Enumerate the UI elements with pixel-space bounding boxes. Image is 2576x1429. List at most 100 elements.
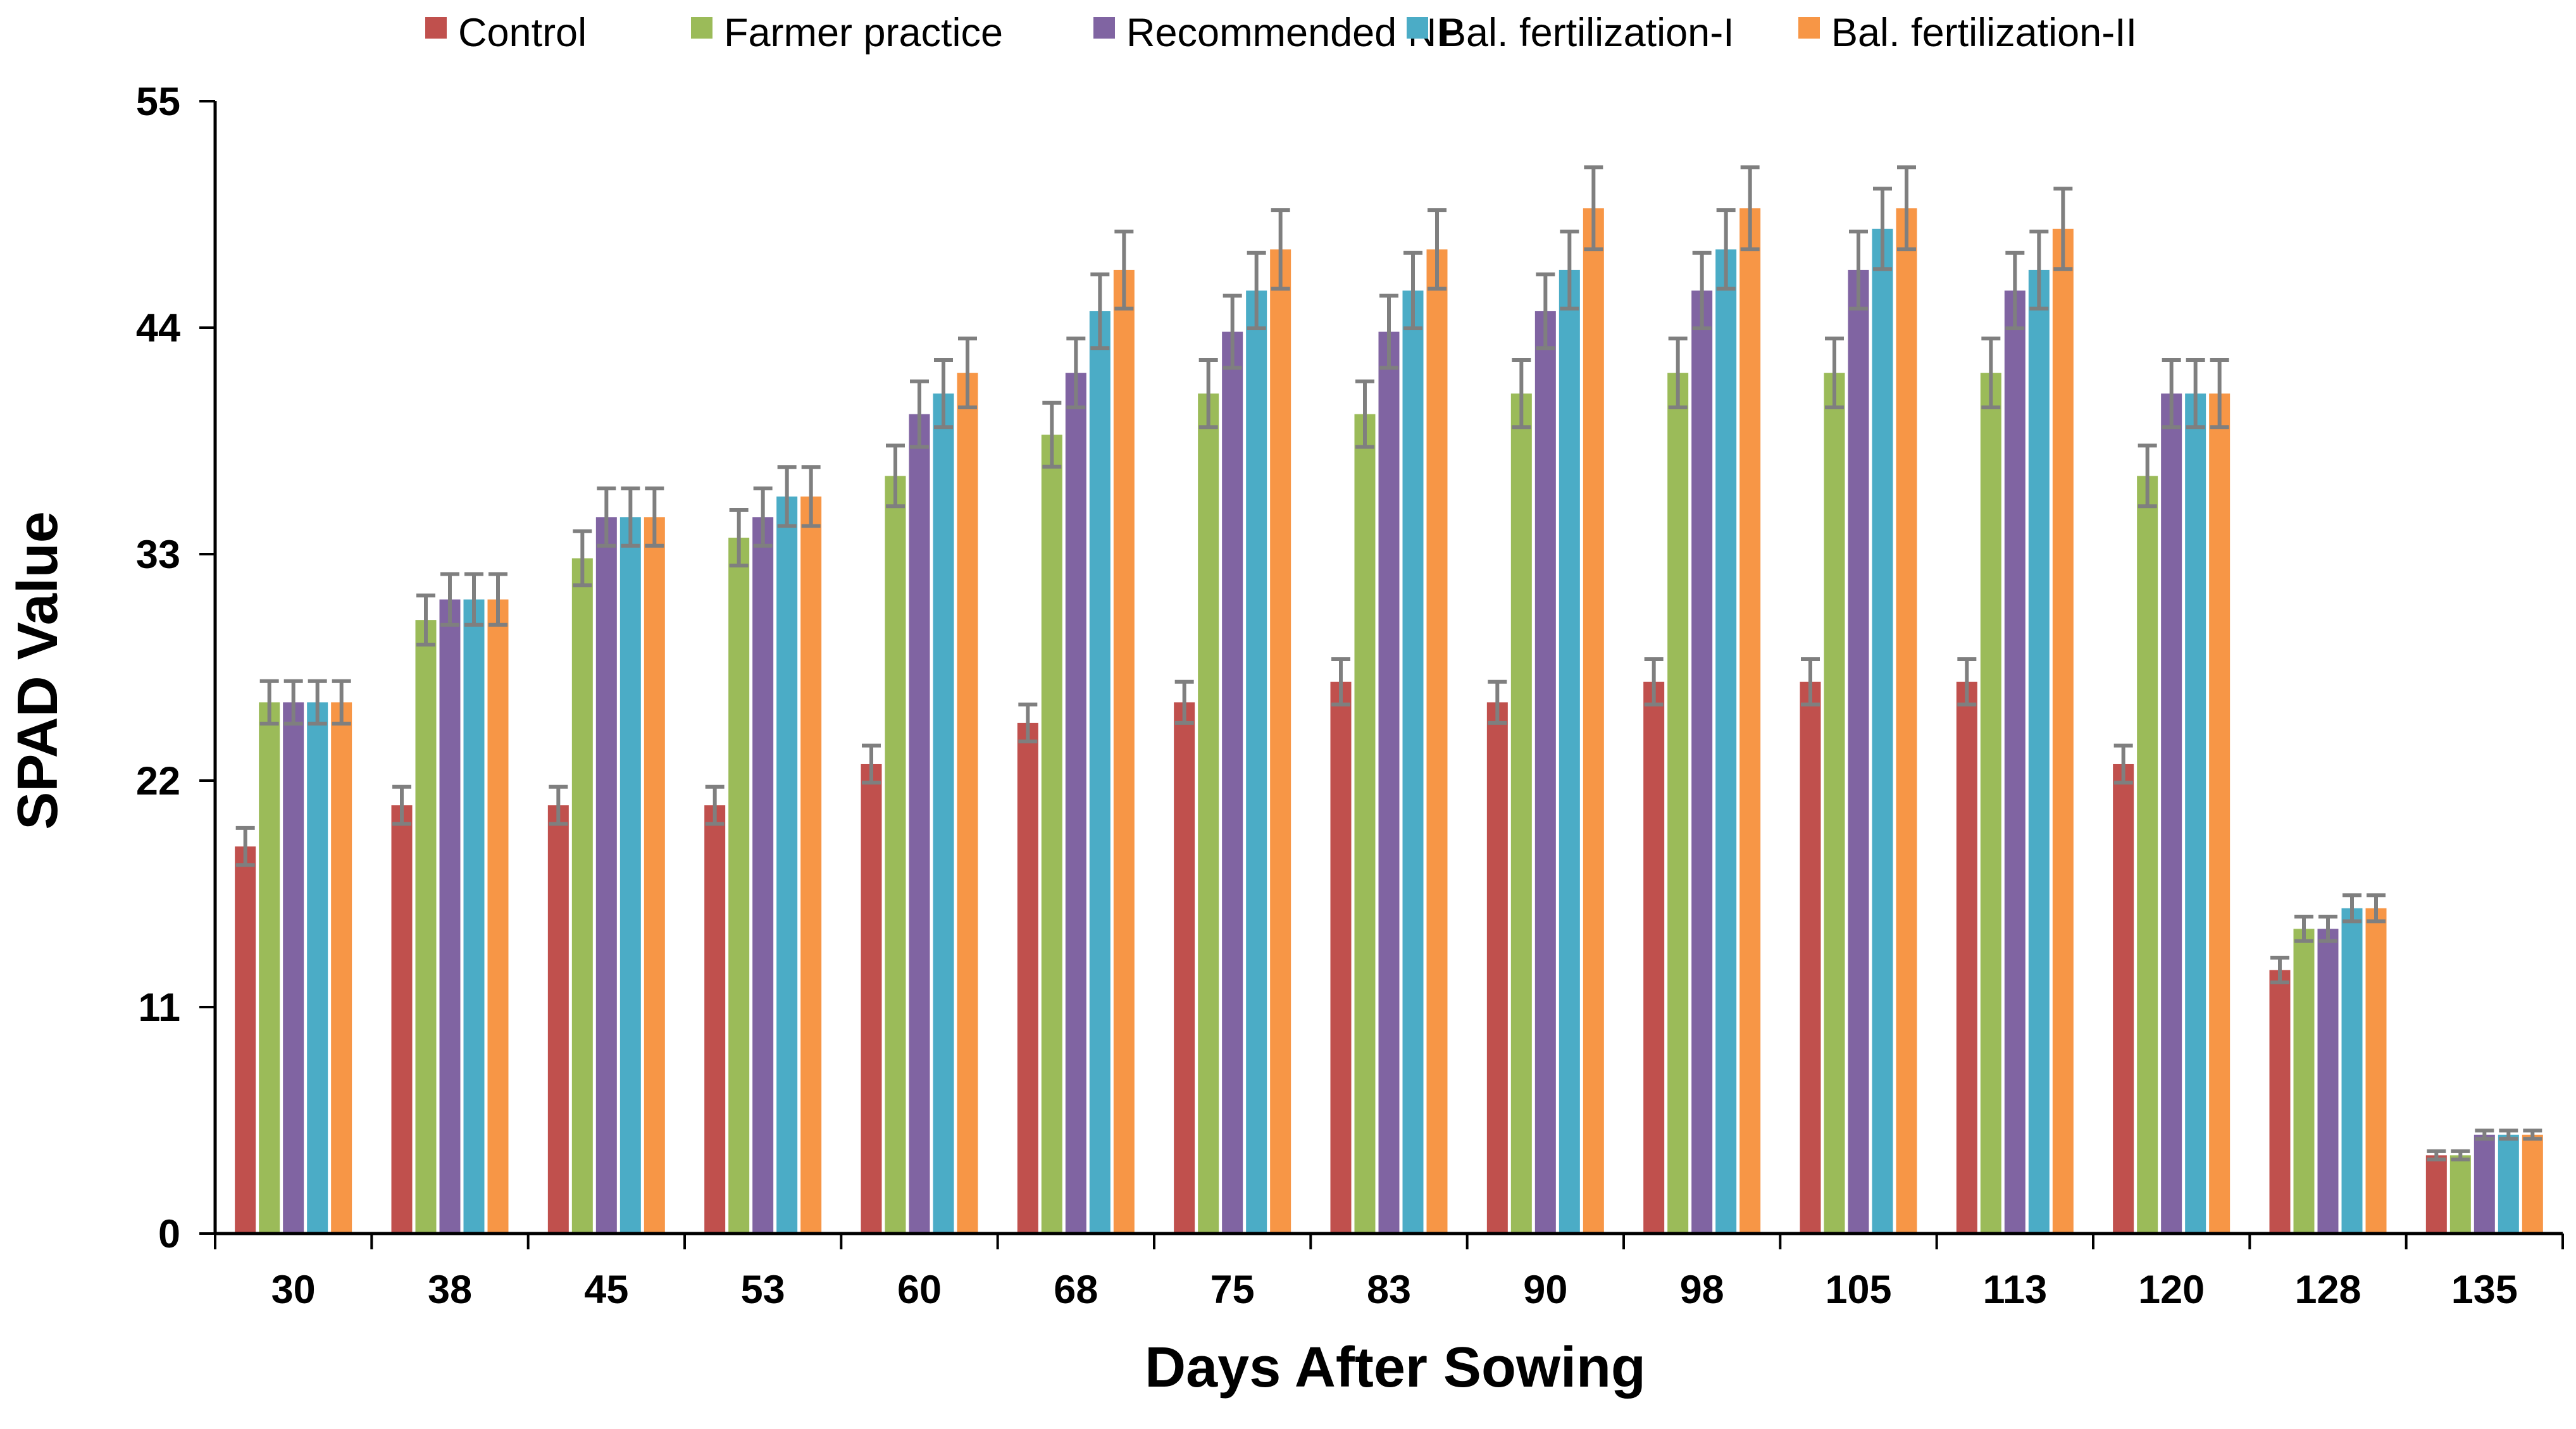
error-bar-farmer-practice-45: [573, 529, 592, 588]
bar-bal-fertilization-i-120: [2185, 393, 2206, 1234]
y-axis-title: SPAD Value: [6, 511, 70, 830]
error-bar-bal-fertilization-i-105: [1873, 187, 1892, 271]
legend-item-control: Control: [425, 11, 587, 55]
bar-farmer-practice-53: [728, 537, 750, 1234]
legend-label: Bal. fertilization-I: [1440, 11, 1734, 55]
bar-farmer-practice-98: [1667, 373, 1689, 1234]
bar-recommended-np-128: [2317, 929, 2339, 1234]
error-bar-recommended-np-68: [1066, 337, 1086, 410]
bar-farmer-practice-30: [259, 702, 280, 1234]
bar-farmer-practice-90: [1510, 393, 1532, 1234]
error-bar-bal-fertilization-i-45: [621, 486, 640, 548]
error-bar-recommended-np-38: [440, 572, 459, 627]
bar-farmer-practice-68: [1041, 435, 1062, 1234]
error-bar-recommended-np-113: [2005, 251, 2025, 331]
error-bar-bal-fertilization-ii-105: [1897, 165, 1916, 252]
error-bar-recommended-np-45: [597, 486, 616, 548]
error-bar-farmer-practice-38: [416, 593, 435, 646]
bar-bal-fertilization-ii-30: [331, 702, 352, 1234]
bar-bal-fertilization-ii-90: [1583, 208, 1604, 1234]
bar-bal-fertilization-ii-38: [487, 599, 509, 1234]
axes: [199, 100, 2564, 1249]
bar-control-53: [704, 805, 726, 1234]
bar-bal-fertilization-ii-98: [1739, 208, 1761, 1234]
error-bar-farmer-practice-135: [2451, 1149, 2470, 1161]
legend-label: Control: [458, 11, 587, 55]
bar-bal-fertilization-i-75: [1246, 290, 1267, 1234]
error-bar-bal-fertilization-i-120: [2186, 358, 2205, 430]
error-bar-recommended-np-128: [2318, 915, 2337, 943]
error-bar-bal-fertilization-ii-60: [958, 337, 977, 410]
legend-swatch: [691, 17, 712, 39]
bar-farmer-practice-105: [1824, 373, 1845, 1234]
error-bar-bal-fertilization-i-128: [2343, 893, 2361, 924]
error-bar-bal-fertilization-i-83: [1403, 251, 1422, 331]
error-bar-control-135: [2427, 1149, 2446, 1161]
error-bars: [235, 165, 2542, 1161]
bar-control-30: [235, 846, 256, 1234]
bar-bal-fertilization-i-90: [1559, 269, 1580, 1234]
bar-bal-fertilization-i-83: [1402, 290, 1424, 1234]
x-tick-label-90: 90: [1523, 1268, 1567, 1312]
bar-control-135: [2425, 1155, 2447, 1234]
error-bar-bal-fertilization-i-90: [1560, 229, 1579, 311]
bar-bal-fertilization-i-128: [2341, 908, 2363, 1234]
bar-control-60: [861, 764, 882, 1234]
bar-bal-fertilization-ii-105: [1896, 208, 1917, 1234]
bar-farmer-practice-135: [2449, 1155, 2471, 1234]
error-bar-recommended-np-30: [283, 679, 303, 726]
error-bar-bal-fertilization-i-30: [308, 679, 327, 726]
bar-bal-fertilization-ii-68: [1113, 269, 1135, 1234]
bar-control-113: [1956, 681, 1977, 1234]
error-bar-bal-fertilization-ii-68: [1114, 229, 1134, 311]
x-tick-label-128: 128: [2294, 1268, 2361, 1312]
x-axis-title: Days After Sowing: [1145, 1336, 1646, 1399]
bar-recommended-np-30: [283, 702, 304, 1234]
bar-bal-fertilization-ii-120: [2209, 393, 2231, 1234]
legend-swatch: [1798, 17, 1820, 39]
error-bar-farmer-practice-30: [259, 679, 279, 726]
error-bar-farmer-practice-98: [1668, 337, 1688, 410]
legend-swatch: [1407, 17, 1428, 39]
bar-recommended-np-120: [2161, 393, 2182, 1234]
legend-swatch: [425, 17, 447, 39]
error-bar-farmer-practice-105: [1825, 337, 1844, 410]
bar-control-90: [1486, 702, 1508, 1234]
bar-recommended-np-38: [439, 599, 461, 1234]
error-bar-bal-fertilization-ii-128: [2367, 893, 2386, 924]
bar-bal-fertilization-i-135: [2498, 1134, 2519, 1234]
y-tick-label-0: 0: [158, 1212, 180, 1256]
error-bar-bal-fertilization-ii-90: [1584, 165, 1603, 252]
legend-label: Farmer practice: [724, 11, 1003, 55]
error-bar-bal-fertilization-ii-83: [1428, 208, 1447, 291]
x-tick-label-83: 83: [1367, 1268, 1411, 1312]
x-tick-label-45: 45: [584, 1268, 628, 1312]
error-bar-control-38: [392, 784, 411, 826]
error-bar-control-90: [1488, 679, 1507, 725]
legend-item-bal-fertilization-ii: Bal. fertilization-II: [1798, 11, 2137, 55]
error-bar-bal-fertilization-i-60: [934, 358, 953, 430]
bar-recommended-np-45: [595, 517, 617, 1234]
error-bar-control-83: [1331, 657, 1350, 707]
error-bar-bal-fertilization-ii-120: [2210, 358, 2229, 430]
bar-control-105: [1800, 681, 1821, 1234]
error-bar-farmer-practice-53: [729, 507, 749, 567]
bar-bal-fertilization-i-53: [776, 496, 798, 1234]
error-bar-control-60: [862, 743, 881, 785]
y-tick-label-11: 11: [138, 986, 180, 1030]
legend-item-farmer-practice: Farmer practice: [691, 11, 1003, 55]
error-bar-farmer-practice-68: [1042, 400, 1062, 469]
legend: Control Farmer practice Recommended NPBal.…: [425, 11, 2137, 55]
error-bar-farmer-practice-128: [2294, 915, 2313, 943]
bar-recommended-np-98: [1691, 290, 1713, 1234]
bar-bal-fertilization-i-98: [1715, 249, 1737, 1234]
error-bar-control-128: [2270, 955, 2289, 984]
bar-bal-fertilization-ii-45: [644, 517, 665, 1234]
bar-control-98: [1643, 681, 1665, 1234]
x-tick-label-120: 120: [2138, 1268, 2205, 1312]
bar-recommended-np-68: [1065, 373, 1086, 1234]
x-tick-label-68: 68: [1054, 1268, 1098, 1312]
error-bar-recommended-np-53: [753, 486, 773, 548]
